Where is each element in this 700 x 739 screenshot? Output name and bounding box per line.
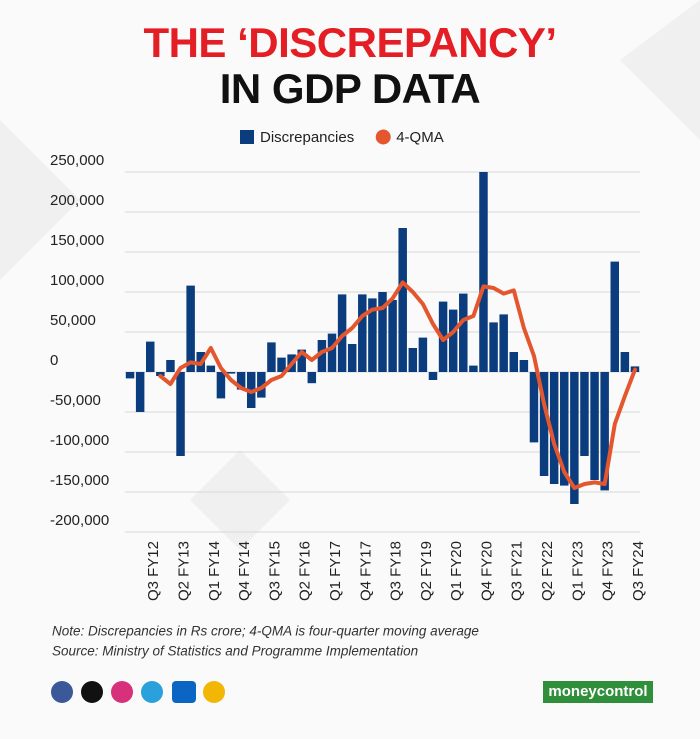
- bar: [125, 372, 135, 379]
- legend-swatch: [240, 130, 254, 144]
- bar: [539, 372, 549, 476]
- x-tick-label: Q1 FY23: [569, 541, 586, 601]
- bar: [166, 360, 175, 372]
- bar: [216, 372, 226, 399]
- bar: [408, 348, 418, 372]
- y-tick-label: 50,000: [50, 312, 96, 329]
- y-tick-label: 250,000: [50, 152, 104, 169]
- bar: [590, 372, 599, 480]
- chart-title: IN GDP DATA: [220, 65, 481, 112]
- bar: [479, 172, 488, 372]
- bar: [448, 309, 458, 372]
- x-tick-label: Q3 FY24: [630, 541, 647, 601]
- y-tick-label: -200,000: [50, 512, 109, 529]
- bar: [257, 372, 266, 398]
- bar: [206, 365, 216, 372]
- bar: [428, 372, 438, 380]
- source: Source: Ministry of Statistics and Progr…: [52, 644, 418, 659]
- legend-label: 4-QMA: [396, 129, 444, 146]
- bar: [529, 372, 539, 443]
- x-tick-label: Q4 FY17: [357, 541, 374, 601]
- bar: [560, 372, 569, 486]
- y-tick-label: -150,000: [50, 472, 109, 489]
- bar: [307, 372, 317, 384]
- bar: [499, 314, 508, 372]
- bar: [580, 372, 589, 456]
- bar: [509, 352, 519, 372]
- bar: [620, 352, 630, 372]
- bar: [519, 360, 529, 372]
- x-tick-label: Q3 FY18: [388, 541, 405, 601]
- line: [158, 280, 637, 490]
- bar: [277, 357, 286, 372]
- background-pattern: [0, 0, 700, 550]
- bar: [156, 372, 165, 376]
- bar: [267, 342, 276, 372]
- x-tick-label: Q3 FY21: [509, 541, 526, 601]
- bar: [489, 322, 498, 372]
- bar: [368, 298, 377, 372]
- x-tick-label: Q3 FY12: [145, 541, 162, 601]
- bar: [418, 337, 428, 372]
- logo: moneycontrol: [548, 683, 647, 700]
- bar: [378, 292, 387, 372]
- x-tick-label: Q4 FY23: [600, 541, 617, 601]
- bar: [347, 344, 357, 372]
- bar: [337, 294, 347, 372]
- bar: [388, 300, 397, 372]
- legend-swatch: [375, 129, 391, 145]
- y-tick-label: 100,000: [50, 272, 104, 289]
- bar: [135, 372, 145, 412]
- bar: [358, 294, 367, 372]
- bar: [176, 372, 185, 456]
- social-icons: [51, 681, 225, 703]
- bar: [549, 372, 559, 484]
- x-tick-label: Q1 FY17: [327, 541, 344, 601]
- x-tick-label: Q4 FY20: [478, 541, 495, 601]
- x-tick-label: Q1 FY20: [448, 541, 465, 601]
- bar: [610, 261, 619, 372]
- bar: [317, 340, 327, 372]
- bar: [570, 372, 579, 504]
- legend-label: Discrepancies: [260, 129, 354, 146]
- bar: [146, 341, 155, 372]
- x-tick-label: Q1 FY14: [206, 541, 223, 601]
- y-tick-label: -50,000: [50, 392, 101, 409]
- bar: [398, 228, 407, 372]
- bar: [236, 372, 246, 390]
- bar: [226, 372, 236, 374]
- bar: [600, 372, 609, 491]
- note: Note: Discrepancies in Rs crore; 4-QMA i…: [52, 624, 479, 639]
- y-tick-label: 150,000: [50, 232, 104, 249]
- y-tick-label: 0: [50, 352, 58, 369]
- y-tick-label: -100,000: [50, 432, 109, 449]
- bar: [186, 285, 195, 372]
- x-tick-label: Q2 FY13: [176, 541, 193, 601]
- logo-box: [543, 681, 653, 703]
- x-tick-label: Q4 FY14: [236, 541, 253, 601]
- bar: [459, 293, 468, 372]
- y-tick-label: 200,000: [50, 192, 104, 209]
- bar: [469, 365, 478, 372]
- bar: [297, 349, 306, 372]
- x-tick-label: Q2 FY19: [418, 541, 435, 601]
- x-tick-label: Q2 FY22: [539, 541, 556, 601]
- bar: [327, 333, 337, 372]
- x-tick-label: Q2 FY16: [297, 541, 314, 601]
- x-tick-label: Q3 FY15: [266, 541, 283, 601]
- chart-title: THE ‘DISCREPANCY’: [143, 19, 556, 66]
